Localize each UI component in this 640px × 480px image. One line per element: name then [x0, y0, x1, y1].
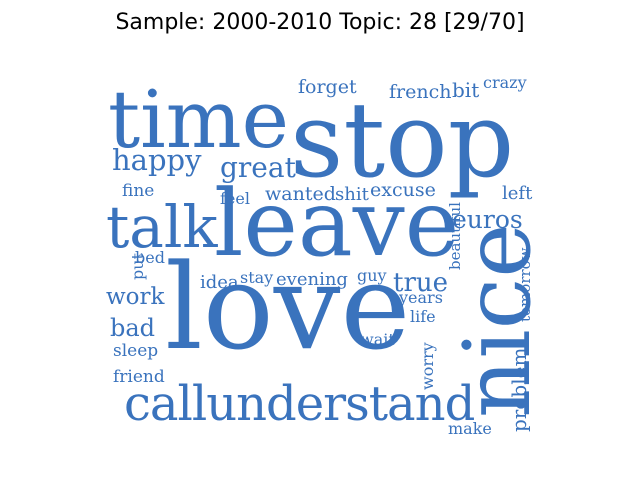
word-french: french [389, 81, 452, 103]
word-happy: happy [112, 143, 202, 177]
word-idea: idea [200, 272, 239, 293]
word-forget: forget [298, 76, 357, 98]
word-life: life [410, 307, 436, 326]
word-left: left [502, 183, 533, 204]
word-put: put [128, 253, 147, 280]
word-true: true [393, 268, 449, 298]
word-bit: bit [452, 78, 480, 102]
word-beautiful: beautiful [446, 202, 464, 270]
word-years: years [399, 288, 443, 307]
word-bed: bed [135, 248, 165, 267]
word-shit: shit [335, 184, 369, 205]
word-callunderstand: callunderstand [124, 376, 475, 432]
word-crazy: crazy [483, 73, 527, 92]
word-stay: stay [240, 268, 274, 287]
word-fine: fine [122, 181, 155, 201]
word-excuse: excuse [370, 179, 436, 201]
word-feel: feel [220, 189, 250, 208]
word-friend: friend [113, 367, 165, 387]
word-guy: guy [357, 266, 387, 285]
word-sleep: sleep [113, 341, 159, 361]
word-stop: stop [290, 79, 515, 201]
word-wait: wait [360, 330, 395, 349]
page-title: Sample: 2000-2010 Topic: 28 [29/70] [115, 10, 525, 35]
word-bad: bad [110, 314, 156, 342]
word-make: make [448, 419, 492, 438]
word-leave: leave [214, 170, 460, 277]
word-euros: euros [452, 205, 523, 234]
word-evening: evening [276, 269, 348, 290]
word-love: love [165, 238, 411, 376]
word-worry: worry [418, 342, 437, 390]
word-great: great [220, 151, 296, 184]
word-wanted: wanted [265, 183, 336, 205]
word-talk: talk [106, 193, 218, 261]
word-time: time [108, 73, 289, 166]
word-work: work [106, 284, 165, 310]
word-problem: problem [507, 347, 531, 432]
word-tomorrow: tomorrow [516, 247, 534, 322]
